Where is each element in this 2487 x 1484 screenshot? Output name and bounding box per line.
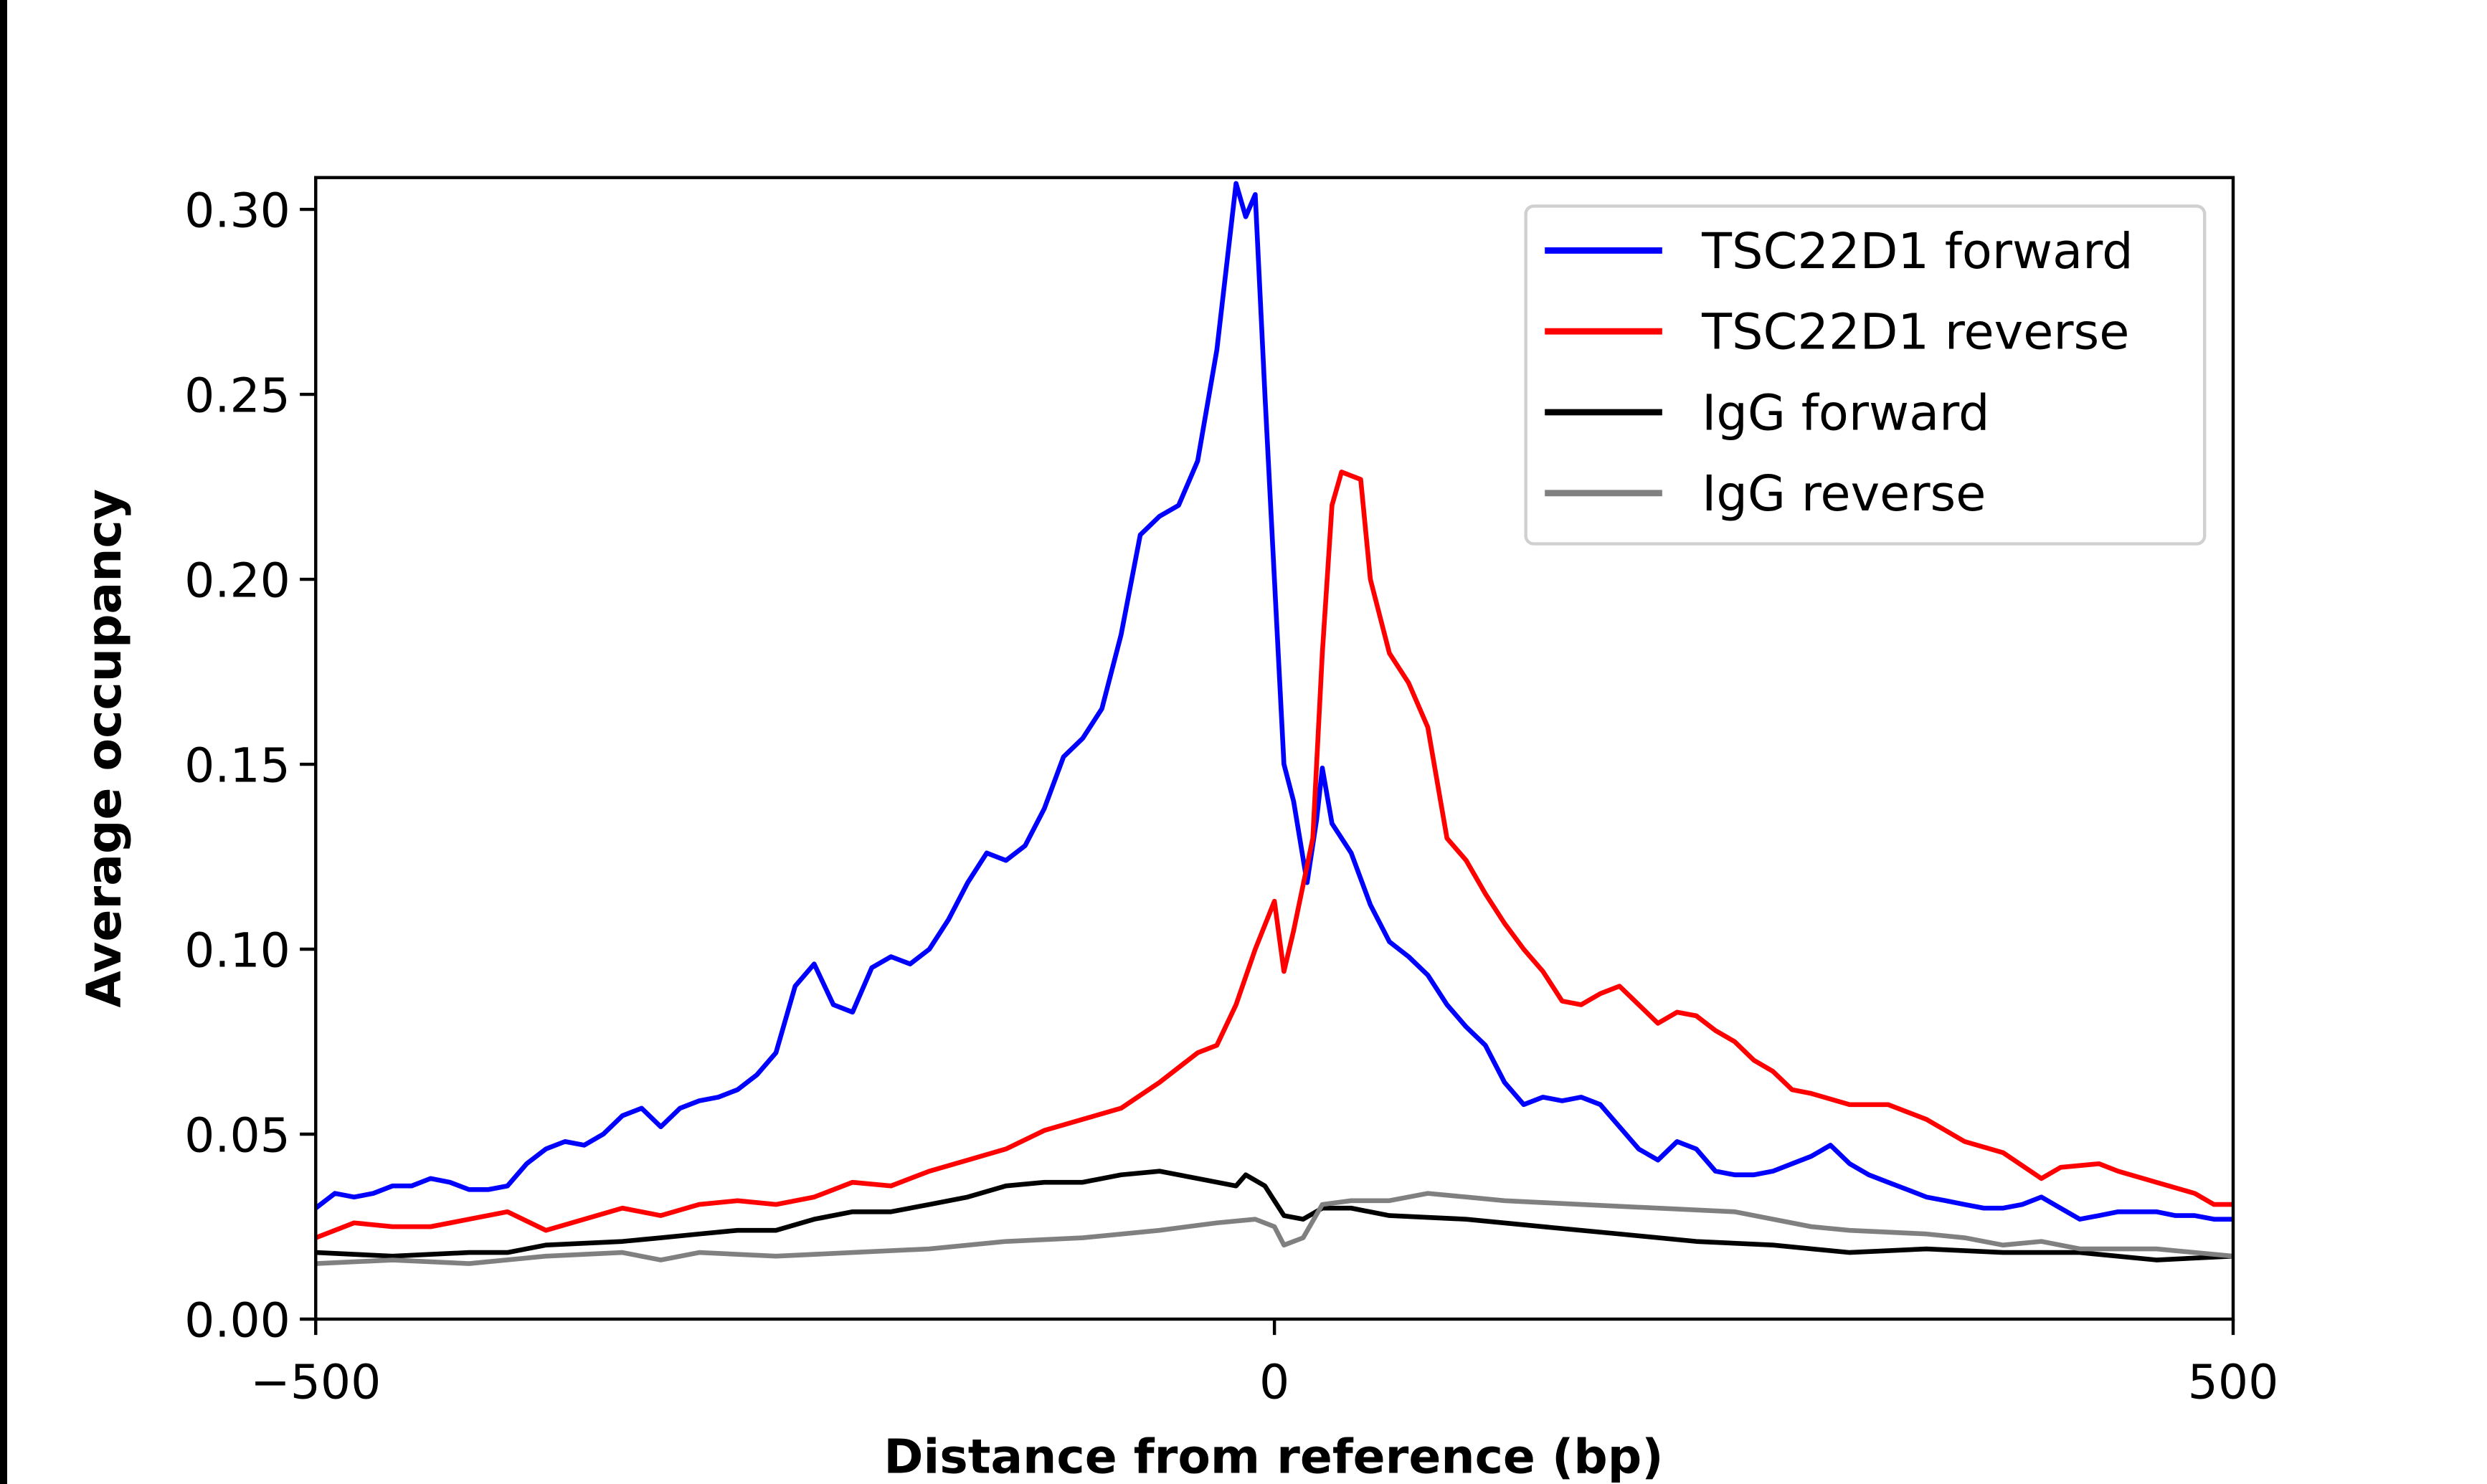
x-tick-label: −500 [250, 1354, 381, 1410]
series-line-tsc22d1-forward [314, 181, 2234, 1222]
y-tick-label: 0.00 [184, 1292, 290, 1348]
y-tick-label: 0.20 [184, 552, 290, 608]
x-tick-label: 500 [2188, 1354, 2279, 1410]
y-tick-label: 0.30 [184, 182, 290, 238]
legend-label: IgG reverse [1702, 465, 1986, 523]
legend: TSC22D1 forward TSC22D1 reverse IgG forwar… [1524, 204, 2207, 546]
y-tick-label: 0.05 [184, 1107, 290, 1163]
series-line-igg-forward [316, 1169, 2234, 1262]
legend-label: TSC22D1 forward [1701, 223, 2133, 280]
series-lines [314, 181, 2234, 1266]
ticks: −500 0 500 0.00 0.05 0.10 0.15 0.20 0.25 0.30 [184, 182, 2278, 1409]
x-tick-label: 0 [1259, 1354, 1289, 1410]
legend-label: TSC22D1 reverse [1701, 304, 2129, 361]
legend-label: IgG forward [1702, 384, 1989, 442]
y-axis-label: Average occupancy [76, 489, 132, 1008]
series-line-tsc22d1-reverse [315, 470, 2234, 1240]
series-line-igg-reverse [316, 1191, 2234, 1266]
legend-box [1524, 204, 2207, 546]
y-tick-label: 0.10 [184, 922, 290, 978]
y-tick-label: 0.25 [184, 367, 290, 423]
x-axis-label: Distance from reference (bp) [884, 1429, 1663, 1484]
y-tick-label: 0.15 [184, 737, 290, 793]
left-edge-bar [0, 0, 7, 1484]
